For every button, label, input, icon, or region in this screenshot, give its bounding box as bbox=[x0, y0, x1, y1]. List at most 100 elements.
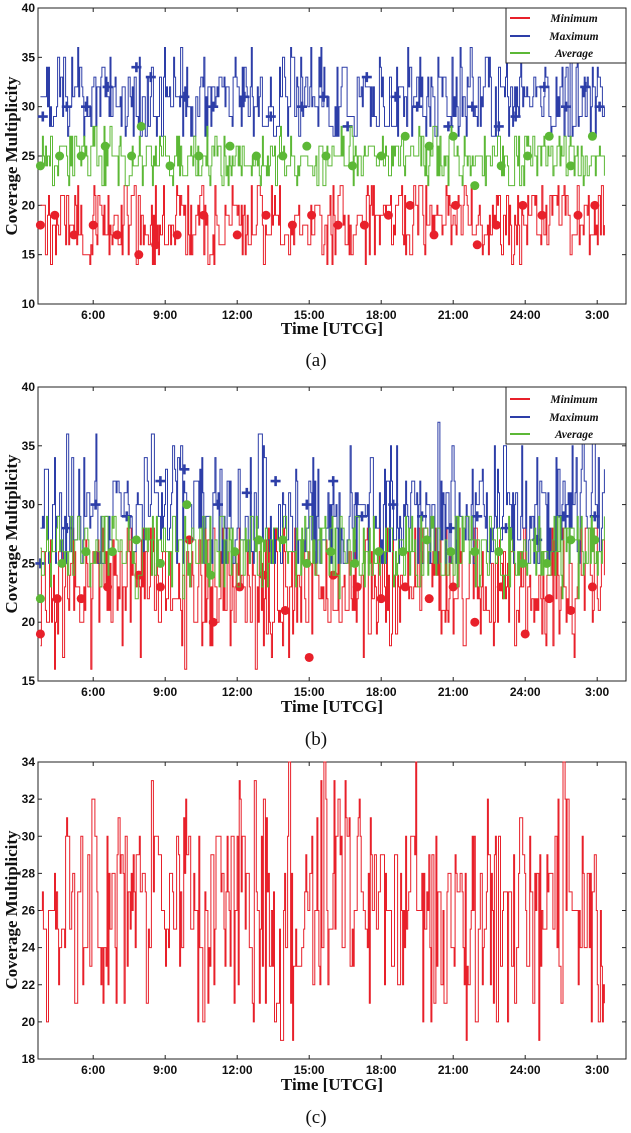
marker-maximum bbox=[472, 511, 483, 522]
x-tick-label: 15:00 bbox=[294, 1063, 325, 1077]
marker-average bbox=[542, 558, 552, 568]
y-axis: 10 15 20 25 30 35 40 bbox=[22, 1, 626, 311]
marker-minimum bbox=[208, 617, 218, 627]
x-axis: 6:00 9:00 12:00 15:00 18:00 21:00 24:00 3:00 bbox=[81, 762, 610, 1077]
y-tick-label: 35 bbox=[22, 439, 36, 453]
legend: Minimum Maximum Average bbox=[505, 7, 627, 64]
marker-minimum bbox=[287, 220, 297, 230]
marker-maximum bbox=[265, 111, 276, 122]
marker-maximum bbox=[390, 91, 401, 102]
marker-average bbox=[326, 547, 336, 557]
y-tick-label: 40 bbox=[22, 1, 36, 15]
marker-minimum bbox=[35, 629, 45, 639]
marker-average bbox=[206, 570, 216, 580]
marker-average bbox=[165, 161, 175, 171]
marker-maximum bbox=[241, 487, 252, 498]
marker-average bbox=[422, 535, 432, 545]
marker-minimum bbox=[151, 240, 161, 250]
marker-maximum bbox=[561, 101, 571, 112]
x-tick-label: 3:00 bbox=[585, 685, 609, 699]
marker-average bbox=[127, 151, 137, 161]
x-tick-label: 18:00 bbox=[366, 685, 397, 699]
marker-maximum bbox=[37, 111, 48, 122]
x-tick-label: 9:00 bbox=[153, 685, 177, 699]
legend-label-average: Average bbox=[554, 429, 593, 441]
marker-minimum bbox=[261, 210, 271, 220]
marker-maximum bbox=[213, 499, 223, 510]
marker-maximum bbox=[179, 91, 190, 102]
marker-average bbox=[35, 594, 45, 604]
marker-maximum bbox=[131, 62, 142, 73]
x-tick-label: 12:00 bbox=[222, 685, 253, 699]
marker-average bbox=[587, 131, 597, 141]
marker-minimum bbox=[448, 582, 458, 592]
x-axis-label: Time [UTCG] bbox=[281, 319, 383, 338]
series-line-average bbox=[40, 515, 605, 600]
x-tick-label: 3:00 bbox=[585, 308, 609, 322]
marker-minimum bbox=[333, 220, 343, 230]
marker-minimum bbox=[573, 210, 583, 220]
marker-minimum bbox=[491, 220, 501, 230]
y-tick-label: 25 bbox=[22, 149, 36, 163]
y-tick-label: 32 bbox=[22, 792, 36, 806]
y-tick-label: 25 bbox=[22, 556, 36, 570]
series-layer bbox=[40, 761, 605, 1041]
marker-maximum bbox=[318, 91, 329, 102]
caption-c: (c) bbox=[305, 1107, 326, 1128]
x-tick-label: 6:00 bbox=[81, 308, 105, 322]
marker-minimum bbox=[451, 200, 461, 210]
marker-minimum bbox=[134, 250, 144, 260]
series-line-minimum bbox=[40, 185, 605, 265]
marker-minimum bbox=[405, 200, 415, 210]
marker-minimum bbox=[155, 582, 165, 592]
marker-maximum bbox=[155, 476, 166, 487]
marker-minimum bbox=[199, 210, 209, 220]
x-axis: 6:00 9:00 12:00 15:00 18:00 21:00 24:00 3:00 bbox=[81, 387, 610, 699]
marker-average bbox=[523, 151, 533, 161]
caption-a: (a) bbox=[305, 350, 326, 371]
x-tick-label: 6:00 bbox=[81, 685, 105, 699]
x-axis: 6:00 9:00 12:00 15:00 18:00 21:00 24:00 3:00 bbox=[81, 8, 610, 322]
x-tick-label: 24:00 bbox=[510, 1063, 541, 1077]
marker-average bbox=[374, 547, 384, 557]
marker-minimum bbox=[52, 594, 62, 604]
x-tick-label: 18:00 bbox=[366, 1063, 397, 1077]
marker-average bbox=[566, 535, 576, 545]
marker-average bbox=[107, 547, 117, 557]
marker-maximum bbox=[580, 81, 591, 92]
marker-average bbox=[446, 547, 456, 557]
marker-average bbox=[470, 181, 480, 191]
x-tick-label: 3:00 bbox=[585, 1063, 609, 1077]
y-tick-label: 24 bbox=[22, 941, 36, 955]
marker-average bbox=[254, 535, 264, 545]
marker-minimum bbox=[352, 582, 362, 592]
y-tick-label: 20 bbox=[22, 615, 36, 629]
y-axis: 15 20 25 30 35 40 bbox=[22, 380, 626, 688]
x-axis-label: Time [UTCG] bbox=[281, 697, 383, 716]
marker-maximum bbox=[539, 81, 550, 92]
marker-average bbox=[57, 558, 67, 568]
marker-maximum bbox=[239, 91, 250, 102]
x-axis-label: Time [UTCG] bbox=[281, 1075, 383, 1094]
marker-average bbox=[194, 151, 204, 161]
marker-maximum bbox=[361, 72, 372, 83]
marker-average bbox=[496, 161, 506, 171]
marker-average bbox=[400, 131, 410, 141]
marker-minimum bbox=[280, 605, 290, 615]
x-tick-label: 12:00 bbox=[222, 1063, 253, 1077]
marker-minimum bbox=[172, 230, 182, 240]
marker-average bbox=[131, 535, 141, 545]
marker-average bbox=[590, 535, 600, 545]
marker-minimum bbox=[232, 230, 242, 240]
marker-maximum bbox=[388, 499, 399, 510]
marker-minimum bbox=[376, 594, 386, 604]
x-tick-label: 6:00 bbox=[81, 1063, 105, 1077]
marker-maximum bbox=[61, 101, 72, 112]
marker-average bbox=[81, 547, 91, 557]
marker-average bbox=[251, 151, 261, 161]
x-tick-label: 9:00 bbox=[153, 308, 177, 322]
marker-maximum bbox=[445, 523, 456, 534]
marker-maximum bbox=[145, 72, 156, 83]
marker-maximum bbox=[297, 101, 307, 112]
legend-label-maximum: Maximum bbox=[548, 412, 598, 424]
